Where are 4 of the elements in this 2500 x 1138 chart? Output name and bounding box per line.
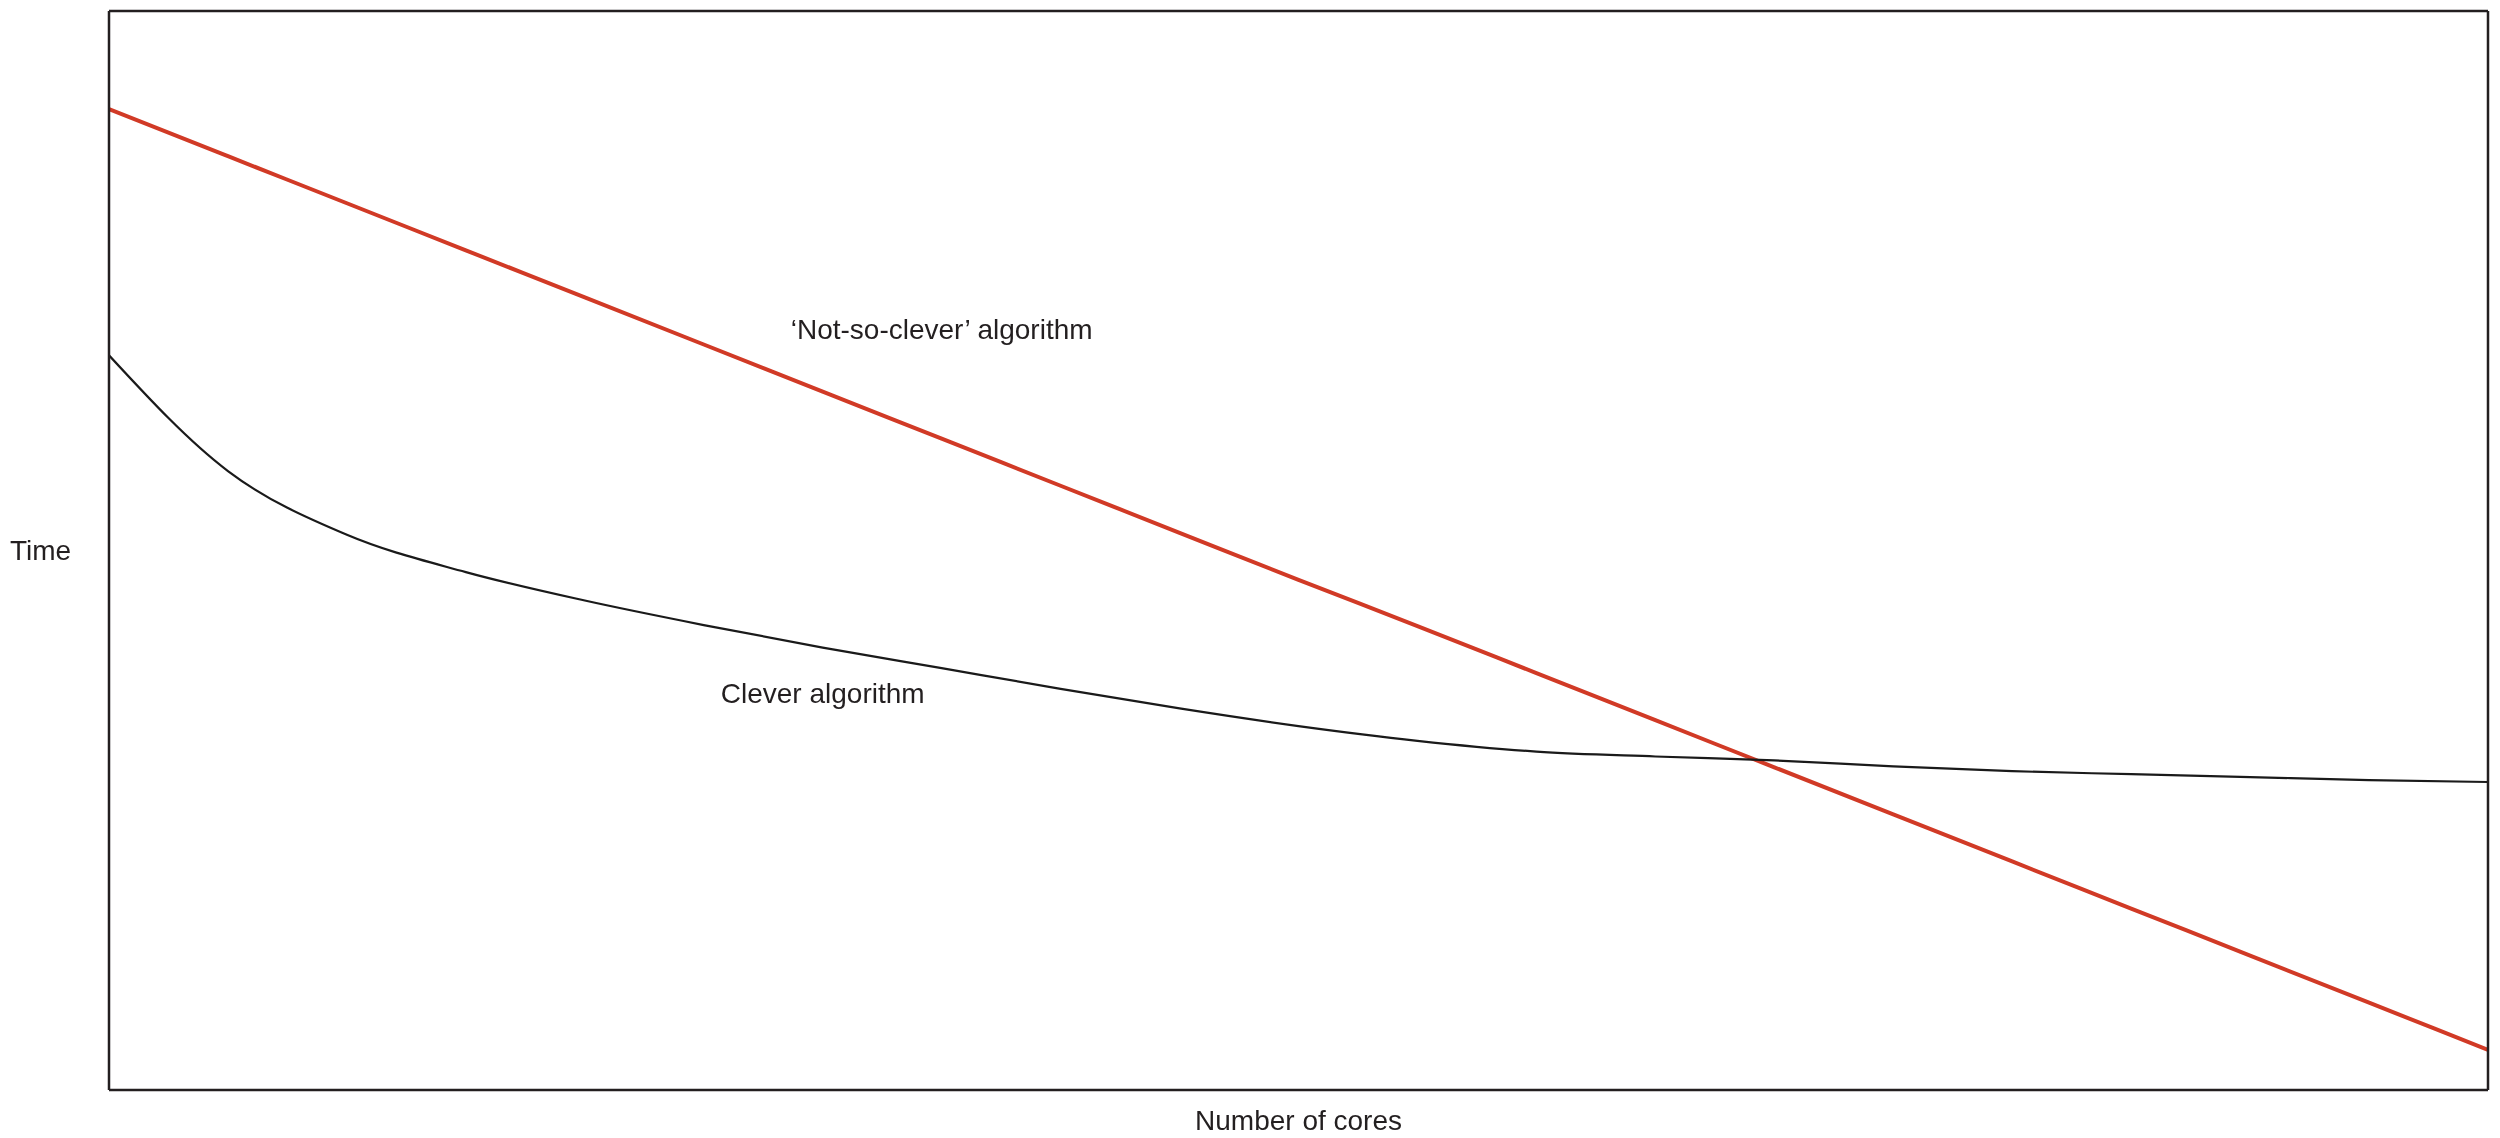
x-axis-title: Number of cores xyxy=(1195,1105,1402,1136)
y-axis-title: Time xyxy=(10,535,72,567)
series-label: Clever algorithm xyxy=(720,677,925,709)
series-label: ‘Not-so-clever’ algorithm xyxy=(790,313,1093,345)
